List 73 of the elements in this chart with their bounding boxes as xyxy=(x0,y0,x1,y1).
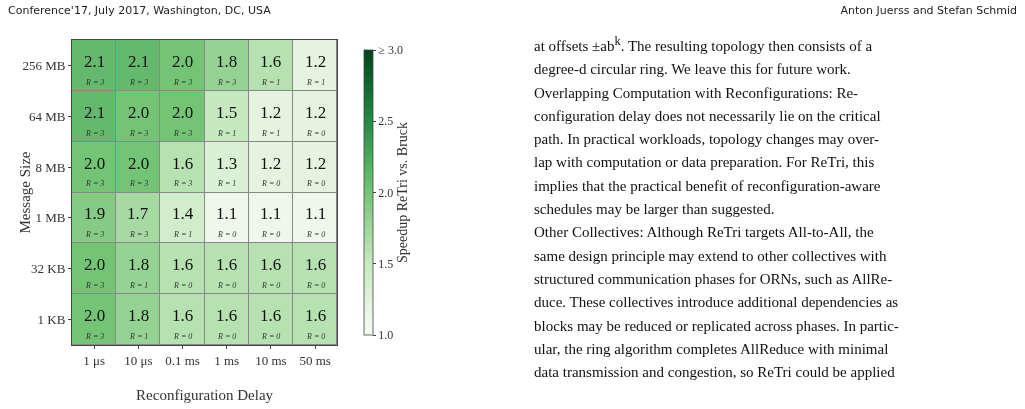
data-label: 2.0 R = 3 xyxy=(84,154,106,188)
data-label: 1.6 R = 0 xyxy=(260,306,282,341)
text: Overlapping Computation with Reconfigurations: Re- xyxy=(534,83,860,103)
x-tick-label: 1 ms xyxy=(214,352,240,368)
data-label: 1.2 R = 0 xyxy=(305,154,327,188)
text: configuration delay does not necessarily lie on the critical xyxy=(534,106,882,126)
data-label: 1.6 R = 0 xyxy=(172,306,194,341)
data-label: 2.1 R = 3 xyxy=(84,103,106,138)
data-label: 2.1 R = 3 xyxy=(84,52,106,87)
data-label: 1.6 R = 0 xyxy=(305,255,327,290)
data-label: 2.0 R = 3 xyxy=(84,306,106,341)
x-axis-title: Reconfiguration Delay xyxy=(136,387,274,403)
y-tick-label: 32 KB xyxy=(31,261,66,277)
text: degree-d circular ring. We leave this for future work. xyxy=(534,60,852,80)
text: same design principle may extend to other collectives with xyxy=(534,246,888,266)
data-label: 1.6 R = 0 xyxy=(216,306,238,341)
text: lap with computation or data preparation. For ReTri, this xyxy=(534,153,876,173)
data-label: 1.5 R = 1 xyxy=(216,103,238,138)
x-tick-label: 10 ms xyxy=(255,352,287,368)
data-label: 2.0 R = 3 xyxy=(128,154,150,188)
data-label: 1.2 R = 1 xyxy=(260,103,282,138)
data-label: 1.1 R = 0 xyxy=(216,204,238,239)
data-label: 1.2 R = 0 xyxy=(305,103,327,138)
data-label: 1.6 R = 0 xyxy=(305,306,327,341)
text: implies that the practical benefit of reconfiguration-aware xyxy=(534,176,882,196)
y-tick-label: 8 MB xyxy=(35,159,66,175)
x-tick-label: 50 ms xyxy=(299,352,331,368)
text: Conference'17, July 2017, Washington, DC, USA xyxy=(8,4,271,17)
data-label: 1.6 R = 0 xyxy=(260,255,282,290)
data-label: 1.6 R = 0 xyxy=(216,255,238,290)
text: data transmission and congestion, so ReTri could be applied xyxy=(534,363,896,383)
text: Anton Juerss and Stefan Schmid xyxy=(840,4,1017,17)
data-label: 1.9 R = 3 xyxy=(84,204,106,239)
data-label: 1.6 R = 3 xyxy=(172,154,194,188)
x-tick-label: 10 μs xyxy=(124,352,153,368)
y-tick-label: 64 MB xyxy=(28,108,66,124)
data-label: 1.6 R = 1 xyxy=(260,52,282,87)
y-tick-label: 1 KB xyxy=(37,312,66,328)
data-label: 2.0 R = 3 xyxy=(128,103,150,138)
color-bar-label: 1.5 xyxy=(378,256,394,271)
text: Other Collectives: Although ReTri targets All-to-All, the xyxy=(534,223,875,243)
data-label: 2.1 R = 3 xyxy=(128,52,150,87)
data-label: 1.3 R = 1 xyxy=(216,154,238,188)
text: structured communication phases for ORNs, such as AllRe- xyxy=(534,269,894,289)
text: at offsets ±ab$^{k}$. The resulting topology then consists of a xyxy=(534,33,874,56)
data-label: 1.6 R = 0 xyxy=(172,255,194,290)
data-label: 1.8 R = 1 xyxy=(128,255,150,290)
color-bar-label: ≥ 3.0 xyxy=(378,43,403,58)
text: schedules may be larger than suggested. xyxy=(534,200,776,220)
data-label: 1.2 R = 0 xyxy=(260,154,282,188)
data-label: 2.0 R = 3 xyxy=(172,52,194,87)
text: duce. These collectives introduce additional dependencies as xyxy=(534,293,900,313)
text: path. In practical workloads, topology changes may over- xyxy=(534,130,880,150)
data-label: 1.8 R = 3 xyxy=(216,52,238,87)
color-bar-title: Speedup ReTri vs. Bruck xyxy=(395,121,411,264)
x-tick-label: 0.1 ms xyxy=(165,352,200,368)
data-label: 2.0 R = 3 xyxy=(172,103,194,138)
data-label: 2.0 R = 3 xyxy=(84,255,106,290)
color-bar-label: 2.0 xyxy=(378,185,394,200)
color-bar-label: 1.0 xyxy=(378,328,394,343)
y-axis-title: Message Size xyxy=(17,151,34,234)
x-tick-label: 1 μs xyxy=(83,352,105,368)
data-label: 1.7 R = 3 xyxy=(127,204,149,239)
y-tick-label: 256 MB xyxy=(22,57,66,73)
text: ular, the ring algorithm completes AllReduce with minimal xyxy=(534,339,890,359)
y-tick-label: 1 MB xyxy=(35,210,66,226)
data-label: 1.1 R = 0 xyxy=(260,204,282,239)
text: blocks may be reduced or replicated across phases. In partic- xyxy=(534,316,900,336)
data-label: 1.8 R = 1 xyxy=(128,306,150,341)
data-label: 1.4 R = 1 xyxy=(172,204,194,239)
data-label: 1.1 R = 0 xyxy=(305,204,327,239)
data-label: 1.2 R = 1 xyxy=(305,52,327,87)
color-bar-label: 2.5 xyxy=(378,114,394,129)
